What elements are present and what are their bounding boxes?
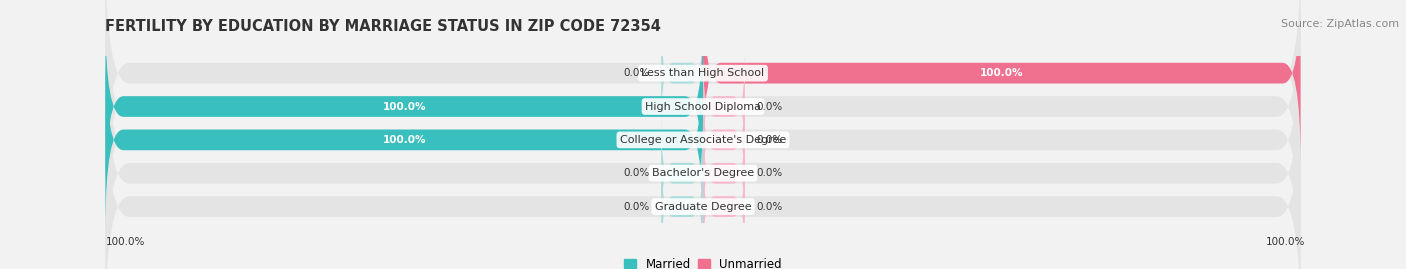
Text: 0.0%: 0.0% bbox=[756, 168, 783, 178]
Text: 0.0%: 0.0% bbox=[623, 201, 650, 212]
FancyBboxPatch shape bbox=[703, 50, 745, 163]
FancyBboxPatch shape bbox=[105, 17, 1301, 263]
FancyBboxPatch shape bbox=[105, 83, 1301, 269]
Text: 100.0%: 100.0% bbox=[980, 68, 1024, 78]
Text: 100.0%: 100.0% bbox=[1265, 237, 1305, 247]
Text: 0.0%: 0.0% bbox=[756, 135, 783, 145]
FancyBboxPatch shape bbox=[105, 0, 1301, 230]
FancyBboxPatch shape bbox=[703, 83, 745, 196]
FancyBboxPatch shape bbox=[703, 150, 745, 263]
Text: 0.0%: 0.0% bbox=[756, 101, 783, 112]
Text: Source: ZipAtlas.com: Source: ZipAtlas.com bbox=[1281, 19, 1399, 29]
Text: College or Associate's Degree: College or Associate's Degree bbox=[620, 135, 786, 145]
FancyBboxPatch shape bbox=[661, 17, 703, 130]
Text: 0.0%: 0.0% bbox=[623, 68, 650, 78]
FancyBboxPatch shape bbox=[105, 50, 1301, 269]
Text: 100.0%: 100.0% bbox=[382, 101, 426, 112]
Text: Bachelor's Degree: Bachelor's Degree bbox=[652, 168, 754, 178]
Text: High School Diploma: High School Diploma bbox=[645, 101, 761, 112]
FancyBboxPatch shape bbox=[661, 150, 703, 263]
FancyBboxPatch shape bbox=[105, 50, 703, 230]
FancyBboxPatch shape bbox=[105, 17, 703, 196]
Text: 0.0%: 0.0% bbox=[756, 201, 783, 212]
Text: 100.0%: 100.0% bbox=[105, 237, 145, 247]
FancyBboxPatch shape bbox=[703, 117, 745, 230]
Text: 0.0%: 0.0% bbox=[623, 168, 650, 178]
Legend: Married, Unmarried: Married, Unmarried bbox=[624, 258, 782, 269]
Text: 100.0%: 100.0% bbox=[382, 135, 426, 145]
FancyBboxPatch shape bbox=[703, 0, 1301, 163]
Text: FERTILITY BY EDUCATION BY MARRIAGE STATUS IN ZIP CODE 72354: FERTILITY BY EDUCATION BY MARRIAGE STATU… bbox=[105, 19, 661, 34]
Text: Graduate Degree: Graduate Degree bbox=[655, 201, 751, 212]
FancyBboxPatch shape bbox=[661, 117, 703, 230]
FancyBboxPatch shape bbox=[105, 0, 1301, 196]
Text: Less than High School: Less than High School bbox=[641, 68, 765, 78]
